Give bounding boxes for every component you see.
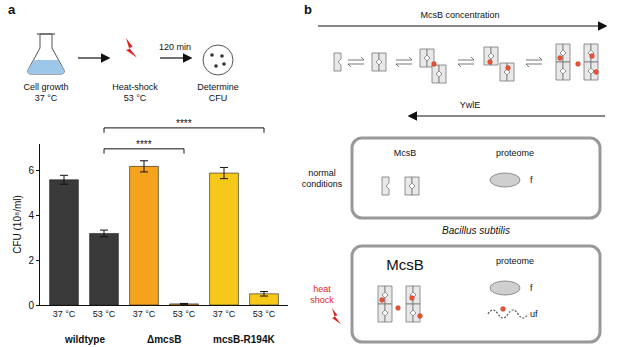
svg-text:conditions: conditions [302,179,343,189]
svg-text:a: a [8,2,16,17]
svg-text:shock: shock [310,295,334,305]
svg-text:Heat-shock: Heat-shock [112,82,158,92]
svg-text:120 min: 120 min [159,42,191,52]
svg-text:53 °C: 53 °C [173,309,196,319]
svg-text:McsB concentration: McsB concentration [420,10,499,20]
svg-text:0: 0 [28,300,34,311]
svg-text:uf: uf [530,309,538,319]
svg-text:Determine: Determine [197,82,239,92]
svg-text:YwlE: YwlE [460,100,481,110]
svg-text:normal: normal [308,168,336,178]
svg-text:53 °C: 53 °C [93,309,116,319]
svg-text:wildtype: wildtype [64,334,105,345]
svg-text:proteome: proteome [496,256,534,266]
svg-text:mcsB-R194K: mcsB-R194K [213,334,275,345]
svg-text:4: 4 [28,210,34,221]
svg-text:CFU: CFU [209,93,228,103]
svg-text:heat: heat [313,284,331,294]
svg-text:ΔmcsB: ΔmcsB [147,334,181,345]
svg-text:37 °C: 37 °C [213,309,236,319]
svg-text:McsB: McsB [386,256,424,273]
svg-text:CFU (10⁸/ml): CFU (10⁸/ml) [12,195,23,254]
svg-text:****: **** [176,118,192,129]
svg-text:Cell growth: Cell growth [23,82,68,92]
svg-text:f: f [530,283,533,293]
svg-text:b: b [304,2,312,17]
svg-text:53 °C: 53 °C [253,309,276,319]
svg-text:6: 6 [28,165,34,176]
svg-text:****: **** [136,139,152,150]
svg-text:f: f [530,175,533,185]
svg-text:53 °C: 53 °C [124,93,147,103]
svg-text:proteome: proteome [496,148,534,158]
svg-text:37 °C: 37 °C [35,93,58,103]
svg-text:37 °C: 37 °C [53,309,76,319]
svg-text:Bacillus subtilis: Bacillus subtilis [442,225,510,236]
svg-text:37 °C: 37 °C [133,309,156,319]
svg-text:2: 2 [28,255,34,266]
svg-text:McsB: McsB [394,148,417,158]
